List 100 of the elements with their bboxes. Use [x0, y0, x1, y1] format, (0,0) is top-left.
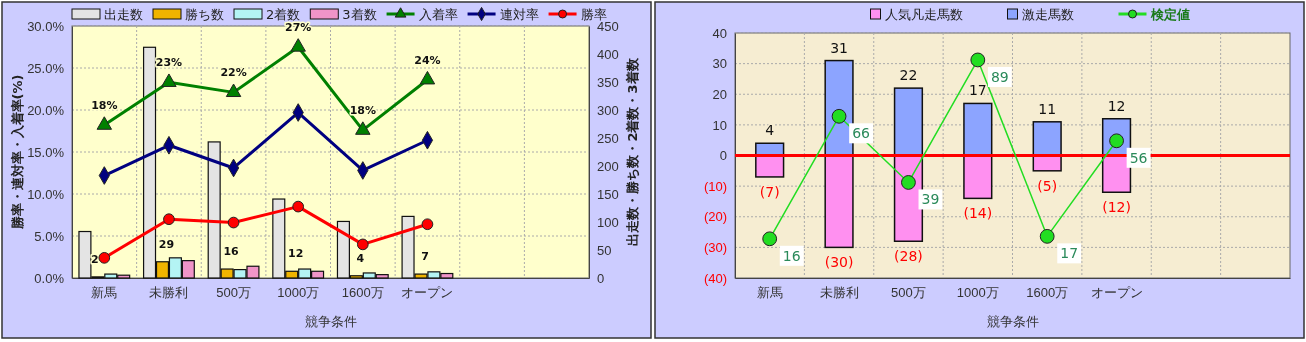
legend-label: 人気凡走馬数	[884, 7, 963, 22]
point	[355, 121, 371, 135]
y-tick-label: (30)	[703, 240, 727, 256]
data-label: 23%	[155, 56, 183, 70]
bar	[963, 154, 993, 200]
y-axis-title: 勝率・連対率・入着率(%)	[10, 74, 25, 231]
data-label: 27%	[285, 21, 312, 34]
x-tick-label: オープン	[401, 285, 454, 301]
data-label: 18%	[91, 99, 118, 113]
point	[831, 108, 847, 124]
point	[96, 116, 113, 130]
bar	[1032, 121, 1062, 157]
y2-tick-label: 200	[597, 158, 619, 174]
data-label: (5)	[1037, 177, 1058, 194]
x-tick-label: 新馬	[756, 285, 783, 301]
y-tick-label: 20.0%	[27, 102, 65, 118]
point	[225, 83, 242, 98]
data-label: 16	[782, 247, 801, 264]
data-label: 31	[830, 39, 848, 56]
bar	[963, 102, 993, 157]
y2-tick-label: 400	[597, 46, 619, 62]
y-tick-label: 10.0%	[27, 186, 65, 202]
point	[356, 238, 369, 251]
data-label: 12	[288, 247, 304, 261]
data-label: 66	[852, 125, 871, 142]
y-tick-label: 25.0%	[27, 60, 65, 76]
point	[1039, 228, 1055, 244]
x-tick-label: 1600万	[1026, 285, 1069, 301]
data-label: 4	[356, 251, 365, 265]
point	[227, 216, 240, 229]
x-axis-title: 競争条件	[304, 314, 357, 329]
data-label: 7	[421, 250, 429, 264]
bar	[893, 87, 924, 157]
y2-tick-label: 100	[597, 214, 619, 230]
point	[292, 200, 305, 213]
data-label: (12)	[1102, 199, 1131, 216]
y-tick-label: 15.0%	[27, 144, 65, 160]
data-label: 12	[1107, 97, 1126, 114]
legend-label: 激走馬数	[1021, 7, 1074, 22]
point	[419, 70, 436, 85]
legend-label: 2着数	[266, 7, 301, 22]
legend-label: 入着率	[418, 7, 458, 22]
y-tick-label: 5.0%	[34, 228, 65, 244]
point	[421, 218, 434, 231]
point	[970, 52, 986, 68]
data-label: 89	[990, 68, 1009, 85]
legend-label: 出走数	[104, 7, 143, 22]
data-label: 29	[158, 237, 175, 251]
y-tick-label: 10	[712, 117, 727, 133]
y2-tick-label: 50	[597, 242, 612, 258]
data-label: (14)	[963, 205, 993, 222]
y2-tick-label: 300	[597, 102, 619, 118]
data-label: 11	[1038, 100, 1057, 117]
x-tick-label: 未勝利	[149, 285, 189, 301]
data-label: (28)	[894, 248, 923, 265]
y-tick-label: 0.0%	[34, 270, 65, 286]
y-tick-label: 30.0%	[27, 18, 65, 34]
data-label: (7)	[759, 183, 780, 200]
y2-tick-label: 150	[597, 186, 619, 202]
y2-tick-label: 350	[597, 74, 619, 90]
legend-label: 3着数	[342, 7, 377, 22]
data-label: 18%	[349, 104, 376, 118]
y-tick-label: (20)	[703, 209, 727, 225]
x-tick-label: 1000万	[277, 285, 320, 301]
data-label: 24%	[414, 53, 441, 67]
point	[98, 252, 111, 264]
y-tick-label: 40	[712, 25, 727, 41]
data-label: 17	[968, 82, 987, 99]
x-tick-label: オープン	[1090, 285, 1143, 301]
data-label: 56	[1129, 149, 1148, 166]
legend-label: 勝ち数	[185, 7, 224, 22]
y-tick-label: 30	[712, 56, 727, 72]
data-label: 4	[765, 122, 775, 139]
y2-tick-label: 250	[597, 130, 619, 146]
legend-label: 検定値	[1149, 7, 1190, 22]
legend-label: 連対率	[499, 7, 539, 22]
y2-tick-label: 0	[597, 270, 605, 286]
y2-axis-title: 出走数・勝ち数・2着数・3着数	[625, 57, 640, 246]
point	[290, 38, 306, 52]
data-label: 39	[921, 191, 940, 208]
y-tick-label: (40)	[703, 270, 727, 286]
x-tick-label: 1000万	[956, 285, 999, 301]
x-tick-label: 1600万	[341, 285, 384, 301]
data-label: (30)	[824, 254, 854, 271]
x-tick-label: 500万	[891, 285, 926, 301]
data-label: 22%	[220, 66, 247, 80]
data-label: 16	[223, 245, 240, 259]
data-label: 17	[1060, 245, 1079, 262]
x-axis-title: 競争条件	[986, 314, 1039, 329]
point	[163, 213, 175, 226]
data-label: 2	[91, 252, 99, 266]
x-tick-label: 未勝利	[819, 285, 859, 301]
data-label: 22	[899, 67, 918, 84]
bar	[824, 154, 854, 249]
bar	[755, 154, 785, 178]
y-tick-label: 20	[712, 86, 727, 102]
point	[762, 231, 778, 247]
point	[161, 73, 177, 87]
point	[901, 175, 916, 190]
y-tick-label: (10)	[703, 178, 727, 194]
